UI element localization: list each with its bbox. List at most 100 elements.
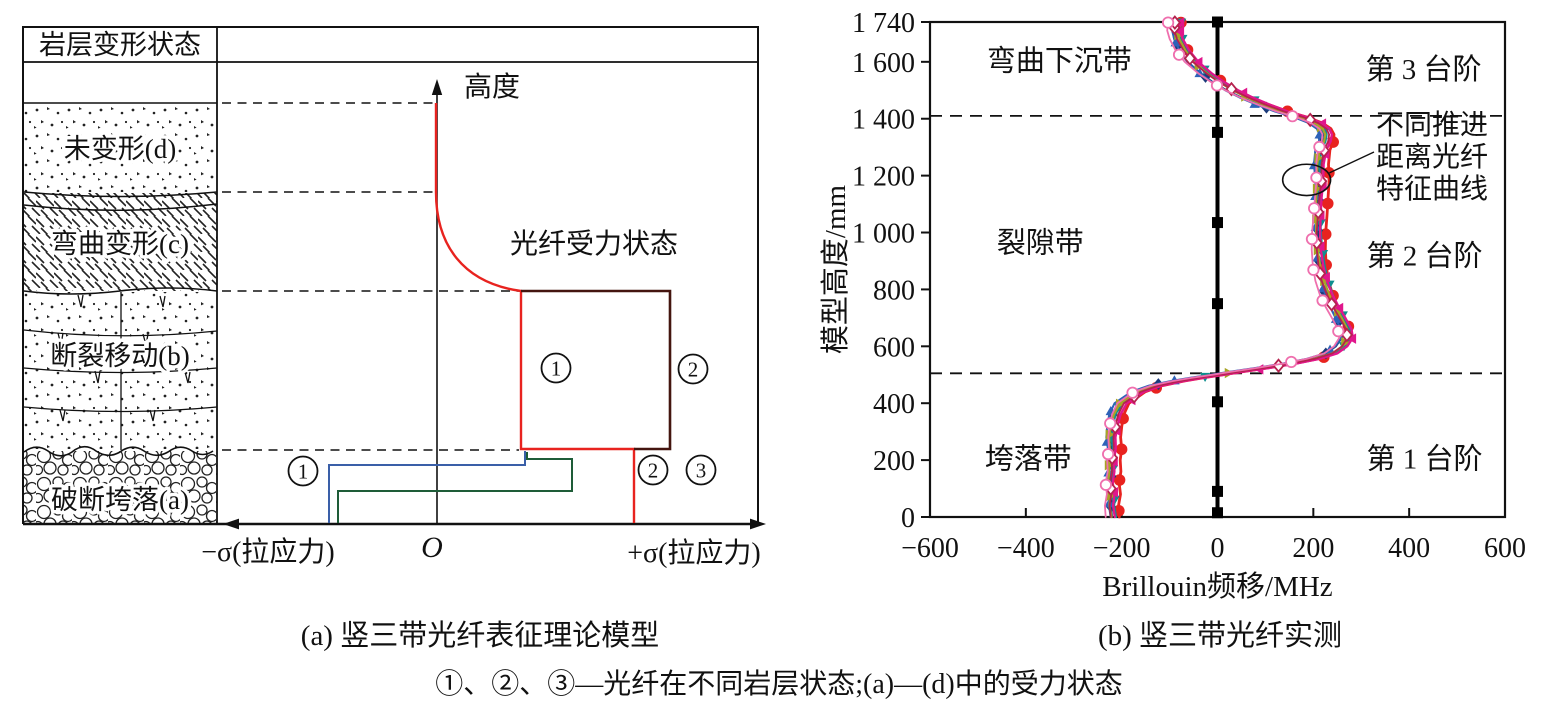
series-line-curve-3 [1105, 21, 1343, 518]
series-marker-curve-8 [1285, 355, 1298, 369]
svg-text:2: 2 [688, 358, 699, 382]
b-x-tick-label: 200 [1292, 533, 1334, 564]
panel-a-frame [22, 26, 759, 524]
series-marker-curve-8 [1286, 110, 1299, 123]
b-y-tick-label: 1 000 [852, 219, 915, 250]
series-marker-curve-8 [1310, 171, 1323, 184]
series-marker-curve-8 [1126, 386, 1139, 399]
figure-canvas: 岩层变形状态 未变形(d) 弯曲变形(c) 断裂移动(b) 破断垮落(a) 高度… [22, 8, 1526, 603]
b-baseline-square-marker [1212, 16, 1223, 28]
b-annotation-text: 距离光纤 [1376, 141, 1488, 173]
layer-bending-fill [24, 193, 217, 291]
b-annotation-text: 不同推进 [1376, 109, 1488, 141]
layer-boundaries [23, 102, 218, 457]
badge-bottom-first: 2 [637, 454, 669, 486]
b-x-tick-label: −200 [1093, 533, 1151, 564]
b-x-tick-label: 400 [1388, 533, 1430, 564]
height-axis-label: 高度 [464, 71, 520, 103]
series-marker-curve-8 [1104, 417, 1117, 430]
b-annotation-leader [1329, 151, 1375, 174]
b-baseline-square-marker [1212, 507, 1223, 519]
b-baseline-square-marker [1212, 298, 1223, 310]
series-marker-curve-6 [1334, 302, 1344, 314]
badge-rect-right: 2 [677, 353, 709, 385]
series-marker-curve-1 [1115, 443, 1128, 456]
b-x-tick-label: 0 [1211, 533, 1225, 564]
b-y-tick-label: 600 [873, 332, 915, 363]
b-baseline-square-marker [1212, 485, 1223, 497]
series-marker-curve-8 [1102, 448, 1115, 461]
panel-a: 岩层变形状态 未变形(d) 弯曲变形(c) 断裂移动(b) 破断垮落(a) 高度… [22, 26, 766, 569]
layer-label-fracture: 断裂移动(b) [50, 341, 189, 371]
b-annotation-ellipse [1281, 163, 1332, 197]
series-marker-curve-6 [1320, 271, 1330, 283]
svg-text:1: 1 [298, 460, 309, 484]
b-y-tick-label: 400 [873, 389, 915, 420]
series-marker-curve-8 [1099, 478, 1112, 491]
series-marker-curve-6 [1193, 56, 1203, 68]
series-marker-curve-8 [1332, 325, 1345, 338]
b-y-tick-label: 200 [873, 446, 915, 477]
layer-label-undeformed: 未变形(d) [64, 134, 176, 164]
series-marker-curve-8 [1313, 140, 1326, 153]
fiber-rect-dark [521, 289, 672, 451]
series-marker-curve-6 [1174, 26, 1185, 37]
series-marker-curve-4 [1107, 465, 1119, 475]
b-y-tick-label: 800 [873, 275, 915, 306]
series-marker-curve-6 [1347, 333, 1357, 344]
figure-footnote: ①、②、③—光纤在不同岩层状态;(a)—(d)中的受力状态 [435, 669, 1123, 700]
panel-b: 0 200 400 600 800 1 000 1 200 1 400 1 600 1 740 −6… [819, 8, 1526, 603]
b-x-axis-label: Brillouin频移/MHz [1102, 570, 1333, 603]
series-marker-curve-6 [1315, 241, 1325, 252]
svg-text:1: 1 [551, 357, 562, 381]
caption-panel-a: (a) 竖三带光纤表征理论模型 [300, 620, 660, 652]
layer-label-bending: 弯曲变形(c) [51, 229, 189, 259]
pos-sigma-label: +σ(拉应力) [627, 537, 761, 569]
fiber-step-blue [328, 451, 526, 523]
series-marker-curve-1 [1113, 474, 1126, 486]
series-marker-curve-7 [1183, 51, 1197, 66]
stress-axis-arrow-right [750, 518, 766, 530]
b-zone-label: 第 3 台阶 [1366, 53, 1482, 86]
series-line-curve-8 [1104, 21, 1341, 518]
series-marker-curve-8 [1210, 79, 1224, 92]
fiber-state-label: 光纤受力状态 [510, 228, 678, 260]
b-zone-label: 垮落带 [985, 443, 1072, 476]
fiber-step-green [337, 452, 573, 523]
series-marker-curve-8 [1316, 294, 1329, 307]
b-baseline-square-marker [1212, 217, 1223, 229]
b-y-tick-label: 0 [901, 503, 915, 534]
layer-undeformed-fill [24, 104, 217, 192]
b-zone-label: 第 2 台阶 [1366, 239, 1482, 272]
series-marker-curve-8 [1172, 48, 1186, 61]
svg-text:2: 2 [648, 459, 659, 483]
b-y-tick-label: 1 200 [852, 162, 915, 193]
b-y-axis-label: 模型高度/mm [819, 184, 852, 354]
stress-axis-arrow-left [223, 518, 239, 530]
series-marker-curve-8 [1305, 232, 1319, 246]
layer-label-collapse: 破断垮落(a) [51, 485, 189, 515]
b-zone-label: 第 1 台阶 [1366, 443, 1482, 476]
series-marker-curve-5 [1115, 398, 1126, 409]
series-marker-curve-8 [1307, 263, 1320, 276]
series-marker-curve-7 [1304, 112, 1317, 128]
b-x-tick-label: 600 [1484, 533, 1526, 564]
b-zone-label: 弯曲下沉带 [987, 44, 1132, 77]
neg-sigma-label: −σ(拉应力) [201, 536, 335, 568]
origin-label: O [421, 531, 443, 564]
svg-text:3: 3 [696, 459, 707, 483]
badge-rect-inner: 1 [540, 352, 572, 384]
b-y-tick-label: 1 600 [852, 48, 915, 79]
b-baseline-square-marker [1212, 126, 1223, 138]
b-baseline-square-marker [1212, 396, 1223, 408]
caption-panel-b: (b) 竖三带光纤实测 [1097, 620, 1343, 652]
b-y-tick-label: 1 740 [852, 8, 915, 39]
badge-bottom-second: 3 [685, 454, 717, 486]
series-marker-curve-8 [1308, 202, 1321, 215]
guide-dashed-lines [222, 102, 519, 451]
b-annotation-text: 特征曲线 [1376, 173, 1488, 205]
series-line-curve-2 [1109, 21, 1343, 518]
b-zone-label: 裂隙带 [997, 226, 1084, 259]
badge-step-left: 1 [287, 455, 319, 487]
